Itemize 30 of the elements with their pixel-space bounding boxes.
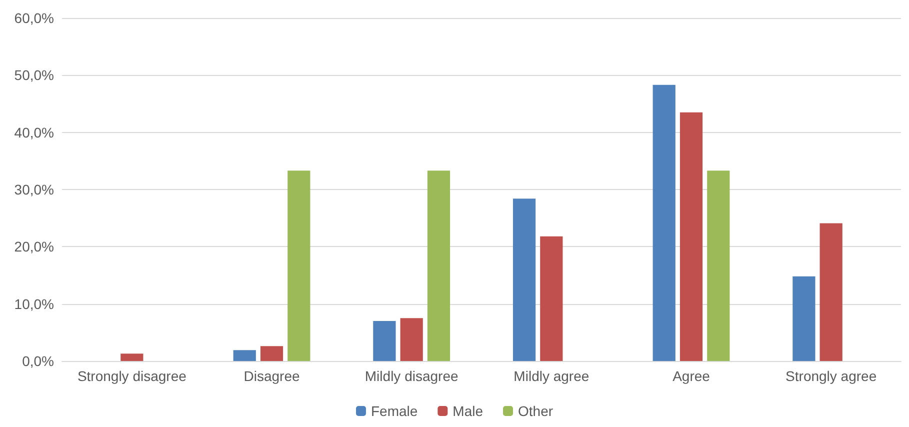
bar <box>288 170 310 361</box>
y-tick-label: 50,0% <box>14 67 54 84</box>
bar <box>400 318 423 361</box>
bar <box>707 170 730 361</box>
bar <box>680 112 703 361</box>
bar <box>373 320 396 361</box>
x-tick-label: Mildly agree <box>514 368 590 384</box>
bar <box>512 198 536 361</box>
legend-label: Other <box>518 403 554 419</box>
bar <box>652 84 676 361</box>
bar <box>233 350 256 361</box>
y-tick-label: 30,0% <box>14 182 54 198</box>
y-tick-label: 0,0% <box>22 353 54 369</box>
y-tick-label: 60,0% <box>14 10 54 26</box>
y-tick-label: 10,0% <box>14 296 54 312</box>
bar <box>260 346 284 361</box>
bar <box>792 276 816 361</box>
bar <box>820 223 842 361</box>
x-tick-label: Mildly disagree <box>364 368 458 384</box>
y-tick-label: 40,0% <box>14 124 54 140</box>
bar <box>427 170 450 361</box>
y-tick-label: 20,0% <box>14 238 54 255</box>
x-tick-label: Disagree <box>244 368 300 384</box>
bar <box>120 354 144 361</box>
legend-label: Female <box>370 403 418 419</box>
x-tick-label: Strongly disagree <box>77 368 187 384</box>
legend-label: Male <box>452 403 484 419</box>
bar <box>540 236 563 361</box>
x-tick-label: Agree <box>672 368 710 384</box>
x-tick-label: Strongly agree <box>786 368 877 384</box>
